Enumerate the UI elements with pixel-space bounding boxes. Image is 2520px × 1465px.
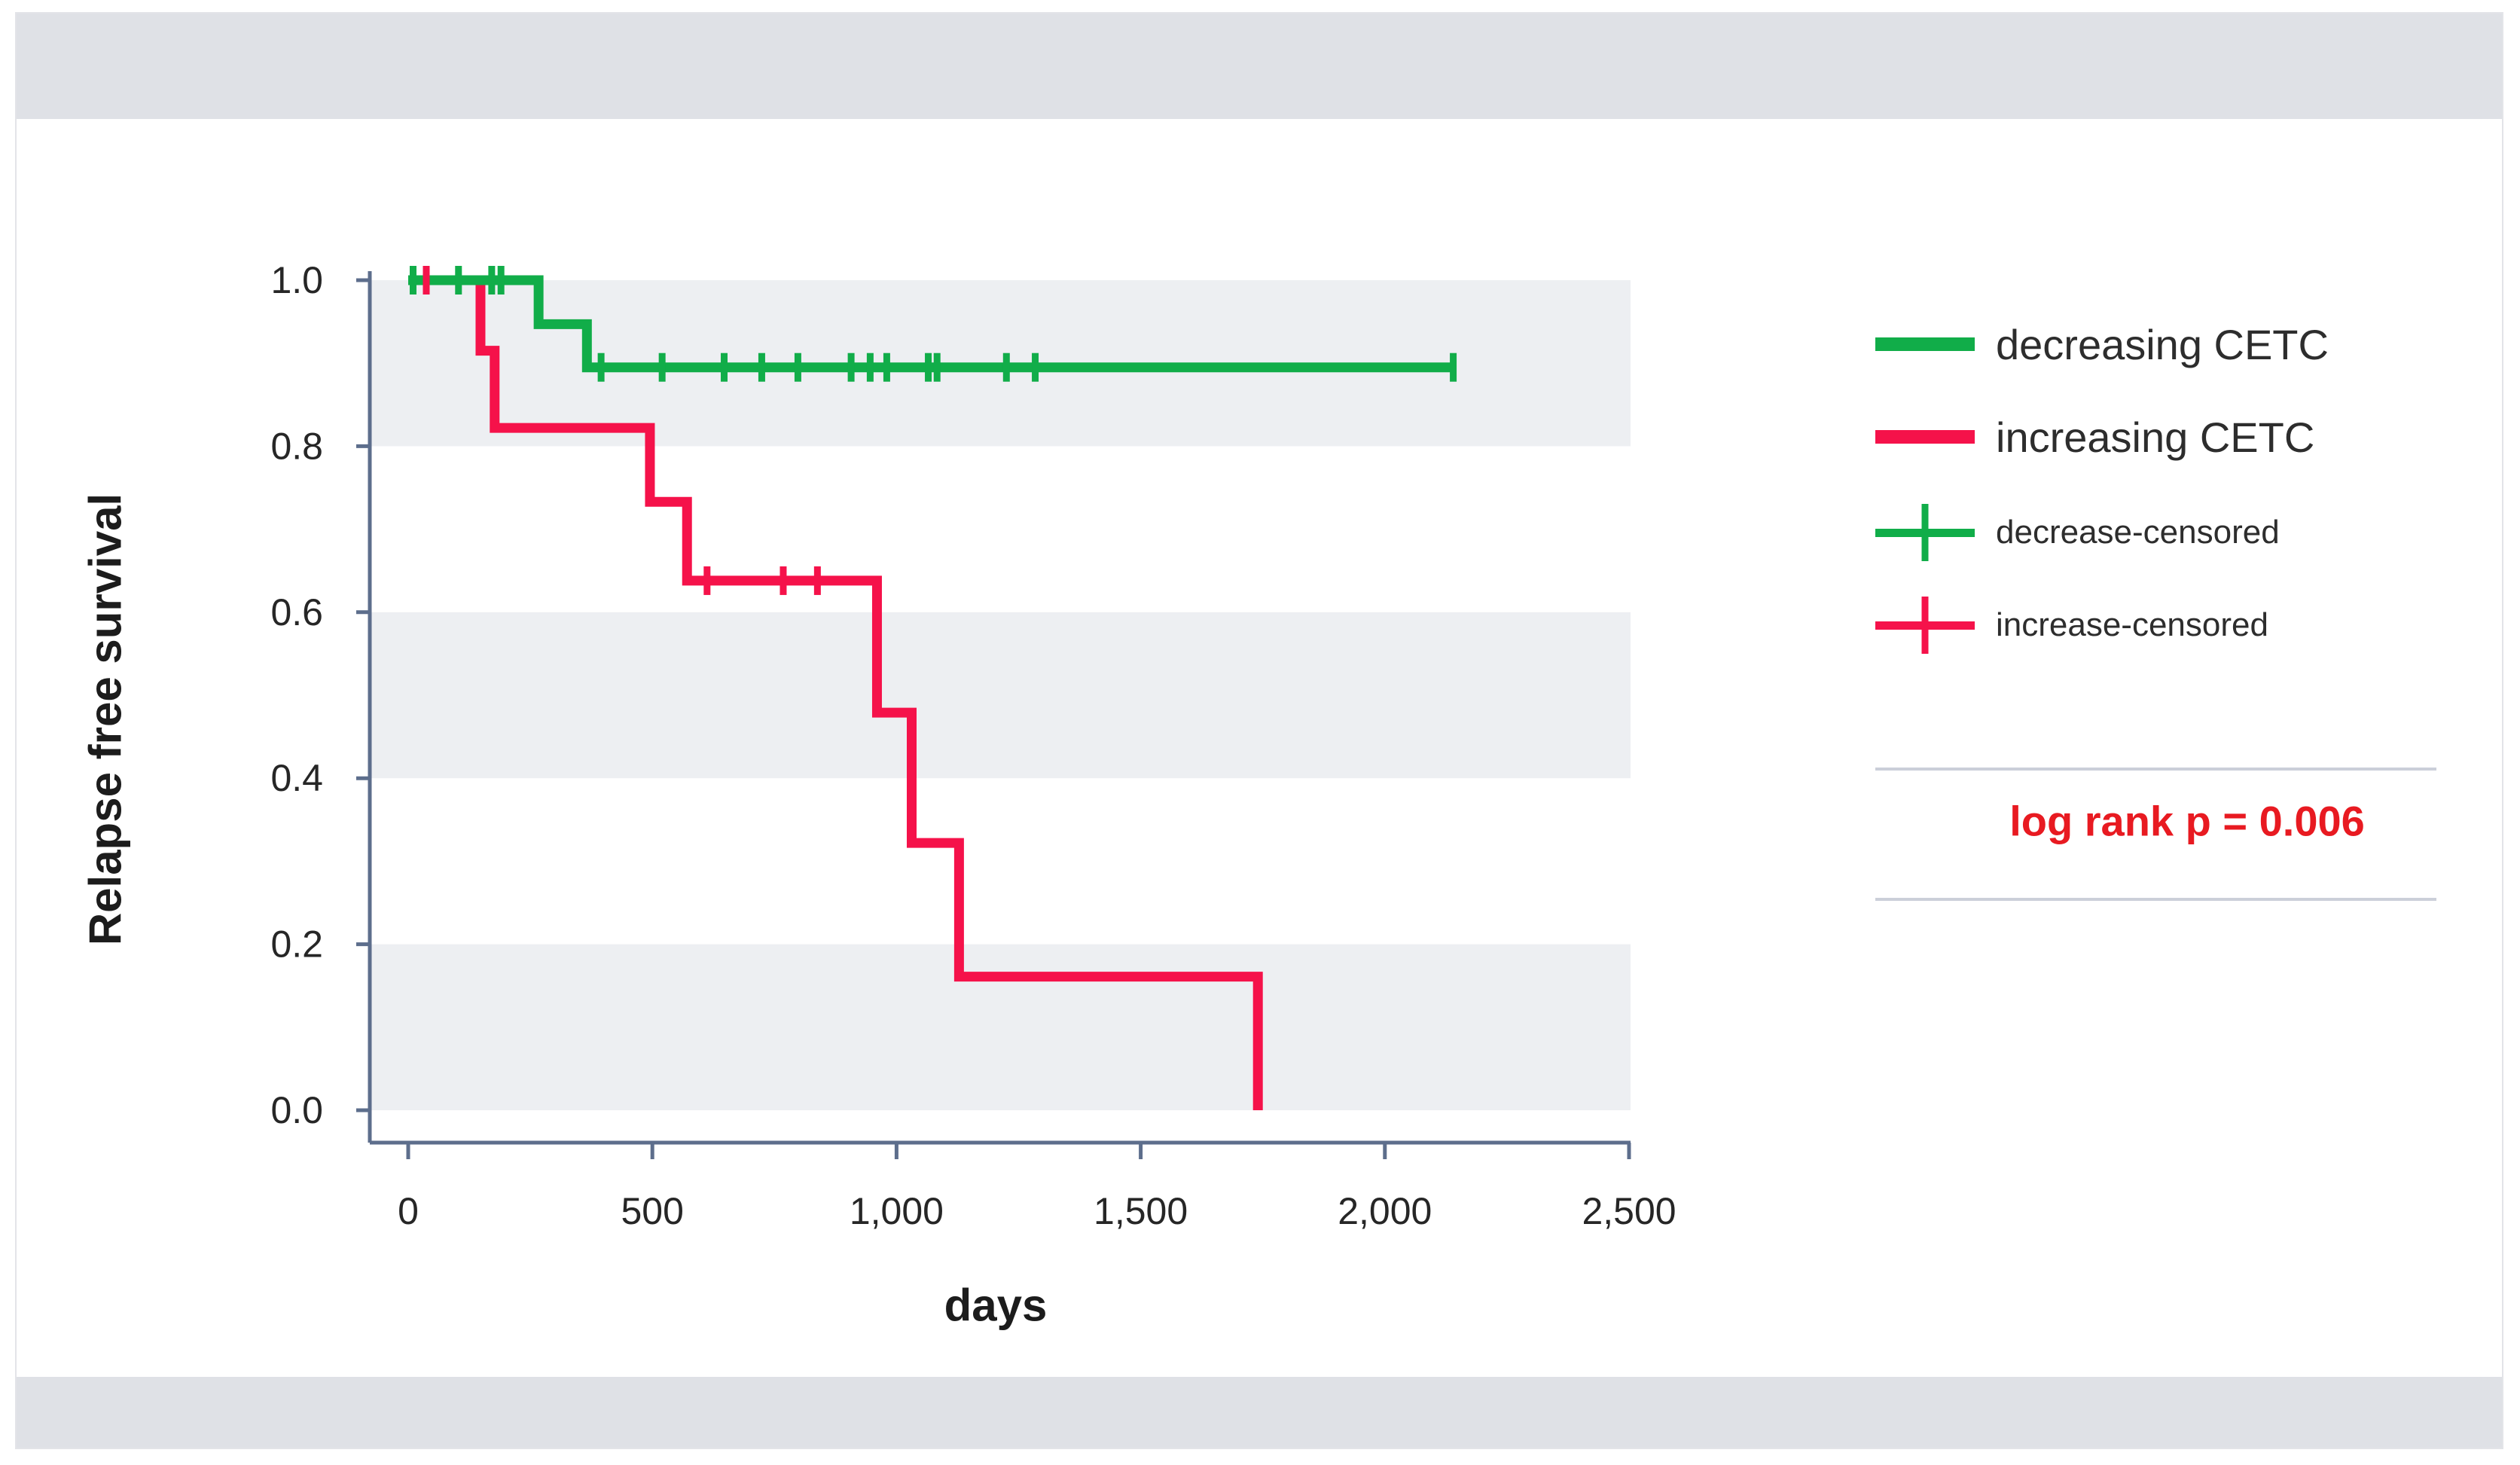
y-axis-title: Relapse free survival	[80, 493, 131, 946]
censor-mark-decreasing-CETC	[933, 353, 941, 382]
legend-swatch-decreasing-line	[1875, 337, 1975, 351]
censor-tick-icon	[1921, 597, 1929, 654]
censor-mark-decreasing-CETC	[925, 353, 932, 382]
censor-mark-decreasing-CETC	[883, 353, 890, 382]
censor-mark-decreasing-CETC	[847, 353, 855, 382]
plot-band	[370, 612, 1631, 779]
censor-mark-decreasing-CETC	[721, 353, 728, 382]
censor-mark-increasing-CETC	[703, 566, 711, 595]
legend-label: decrease-censored	[1996, 514, 2280, 551]
censor-mark-increasing-CETC	[423, 266, 430, 295]
header-bar	[17, 14, 2502, 119]
censor-mark-decreasing-CETC	[409, 266, 416, 295]
censor-mark-decreasing-CETC	[794, 353, 801, 382]
legend-label: increase-censored	[1996, 606, 2268, 643]
y-tick-label: 0.4	[270, 757, 323, 799]
censor-mark-decreasing-CETC	[1002, 353, 1010, 382]
censor-mark-decreasing-CETC	[658, 353, 666, 382]
footer-bar	[17, 1377, 2502, 1448]
y-tick-label: 1.0	[270, 259, 323, 301]
legend-label: decreasing CETC	[1996, 320, 2329, 368]
censor-tick-icon	[1921, 504, 1929, 561]
legend-swatch-increase-censored	[1875, 597, 1975, 654]
censor-mark-decreasing-CETC	[597, 353, 605, 382]
censor-mark-decreasing-CETC	[866, 353, 874, 382]
x-tick-label: 1,500	[1094, 1190, 1188, 1232]
x-axis-title: days	[944, 1280, 1048, 1331]
censor-mark-decreasing-CETC	[758, 353, 765, 382]
y-tick-label: 0.6	[270, 591, 323, 633]
y-tick-label: 0.0	[270, 1089, 323, 1131]
x-tick-label: 2,500	[1582, 1190, 1676, 1232]
censor-mark-decreasing-CETC	[1450, 353, 1457, 382]
legend-item-increase-censored: increase-censored	[1875, 589, 2268, 661]
censor-mark-increasing-CETC	[813, 566, 821, 595]
censor-mark-decreasing-CETC	[455, 266, 462, 295]
legend-item-decrease-censored: decrease-censored	[1875, 496, 2280, 569]
y-tick-label: 0.8	[270, 425, 323, 467]
legend-swatch-decrease-censored	[1875, 504, 1975, 561]
censor-mark-decreasing-CETC	[1032, 353, 1039, 382]
log-rank-p-value: log rank p = 0.006	[2009, 797, 2365, 845]
censor-mark-decreasing-CETC	[497, 266, 505, 295]
annotation-divider-top	[1875, 768, 2436, 771]
series-line-increasing-CETC	[408, 275, 1263, 1110]
legend-item-decreasing-cetc: decreasing CETC	[1875, 308, 2329, 380]
series-line-decreasing-CETC	[408, 275, 1454, 373]
legend-label: increasing CETC	[1996, 413, 2315, 461]
plot-band	[370, 944, 1631, 1110]
x-tick-label: 0	[398, 1190, 419, 1232]
censor-mark-increasing-CETC	[779, 566, 787, 595]
x-tick-label: 1,000	[850, 1190, 944, 1232]
legend-swatch-increasing-line	[1875, 430, 1975, 444]
x-tick-label: 500	[621, 1190, 683, 1232]
x-tick-label: 2,000	[1338, 1190, 1432, 1232]
legend-item-increasing-cetc: increasing CETC	[1875, 401, 2314, 473]
annotation-divider-bottom	[1875, 898, 2436, 901]
y-tick-label: 0.2	[270, 923, 323, 966]
censor-mark-decreasing-CETC	[488, 266, 496, 295]
